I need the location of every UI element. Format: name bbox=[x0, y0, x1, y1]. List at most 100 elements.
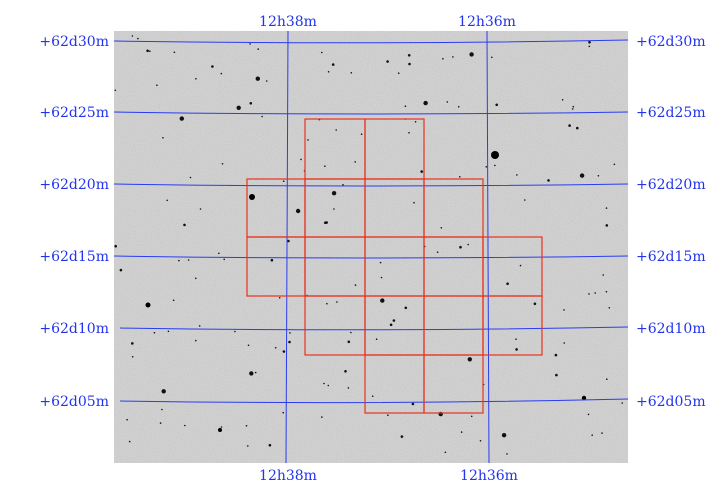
ra-line-36m bbox=[486, 30, 490, 464]
star bbox=[131, 356, 134, 358]
star bbox=[533, 302, 537, 306]
star bbox=[327, 71, 330, 73]
star bbox=[166, 199, 168, 202]
star bbox=[326, 302, 328, 305]
star bbox=[515, 348, 518, 351]
star bbox=[375, 338, 378, 341]
star bbox=[386, 60, 389, 63]
star bbox=[161, 408, 163, 411]
star bbox=[347, 387, 350, 389]
star bbox=[555, 373, 558, 377]
star bbox=[331, 63, 335, 66]
star bbox=[218, 252, 220, 255]
star bbox=[579, 173, 585, 178]
dec-line-25m bbox=[113, 111, 629, 115]
star bbox=[249, 102, 253, 105]
bright-star bbox=[249, 194, 255, 200]
star bbox=[563, 309, 565, 311]
star bbox=[234, 330, 236, 333]
star bbox=[114, 244, 117, 248]
star bbox=[247, 445, 249, 447]
star bbox=[282, 411, 285, 414]
star bbox=[288, 340, 291, 344]
star bbox=[247, 344, 250, 347]
star bbox=[408, 62, 411, 66]
star bbox=[126, 418, 128, 421]
star bbox=[485, 166, 488, 168]
star bbox=[547, 179, 550, 182]
star bbox=[146, 49, 149, 53]
star bbox=[344, 370, 347, 373]
observation-footprint bbox=[246, 118, 543, 414]
star bbox=[350, 72, 353, 74]
star bbox=[156, 84, 158, 86]
dec-label-left-15m: +62d15m bbox=[39, 249, 109, 265]
star bbox=[404, 105, 407, 107]
star bbox=[220, 72, 223, 75]
star bbox=[327, 384, 330, 387]
star bbox=[491, 56, 493, 59]
ra-label-bottom-38m: 12h38m bbox=[259, 468, 317, 484]
star bbox=[189, 176, 192, 179]
ra-label-bottom-36m: 12h36m bbox=[460, 468, 518, 484]
dec-label-left-20m: +62d20m bbox=[39, 177, 109, 193]
star bbox=[245, 425, 248, 427]
star bbox=[470, 415, 473, 418]
star bbox=[501, 433, 507, 438]
star bbox=[621, 402, 623, 404]
star bbox=[321, 51, 323, 54]
star bbox=[236, 105, 241, 111]
footprint-tile bbox=[423, 354, 484, 414]
star bbox=[265, 80, 268, 82]
star bbox=[287, 239, 290, 243]
star bbox=[324, 165, 326, 167]
star bbox=[457, 106, 460, 108]
dec-line-15m bbox=[113, 255, 629, 259]
star bbox=[268, 443, 272, 447]
star bbox=[321, 416, 323, 418]
star bbox=[459, 245, 462, 249]
star bbox=[494, 164, 496, 167]
star bbox=[274, 347, 277, 349]
star bbox=[554, 353, 558, 357]
star bbox=[183, 223, 186, 227]
star bbox=[606, 378, 608, 381]
star bbox=[195, 78, 197, 80]
star bbox=[347, 340, 351, 344]
star bbox=[179, 116, 184, 121]
star bbox=[516, 174, 518, 176]
star bbox=[336, 301, 338, 303]
star bbox=[446, 101, 449, 103]
star bbox=[128, 440, 131, 443]
footprint-tile bbox=[482, 295, 543, 356]
bright-star bbox=[491, 151, 499, 159]
star bbox=[371, 395, 374, 398]
star bbox=[588, 293, 590, 295]
dec-label-right-05m: +62d05m bbox=[636, 394, 706, 410]
star bbox=[187, 259, 190, 261]
star bbox=[515, 338, 517, 341]
star bbox=[220, 426, 223, 428]
star bbox=[440, 227, 443, 229]
star bbox=[249, 43, 251, 45]
star bbox=[195, 277, 197, 280]
star bbox=[392, 319, 396, 322]
star bbox=[223, 258, 225, 261]
star bbox=[400, 435, 404, 438]
star bbox=[199, 208, 202, 210]
dec-line-05m bbox=[119, 398, 629, 404]
dec-label-right-25m: +62d25m bbox=[636, 105, 706, 121]
star bbox=[354, 284, 357, 286]
star bbox=[149, 50, 151, 52]
star bbox=[460, 431, 463, 433]
star bbox=[167, 330, 170, 333]
star bbox=[380, 276, 383, 279]
star bbox=[153, 332, 156, 334]
star bbox=[278, 297, 281, 299]
star bbox=[597, 175, 600, 177]
star bbox=[408, 132, 410, 134]
star bbox=[335, 129, 338, 131]
star bbox=[605, 224, 609, 227]
star bbox=[198, 325, 201, 327]
